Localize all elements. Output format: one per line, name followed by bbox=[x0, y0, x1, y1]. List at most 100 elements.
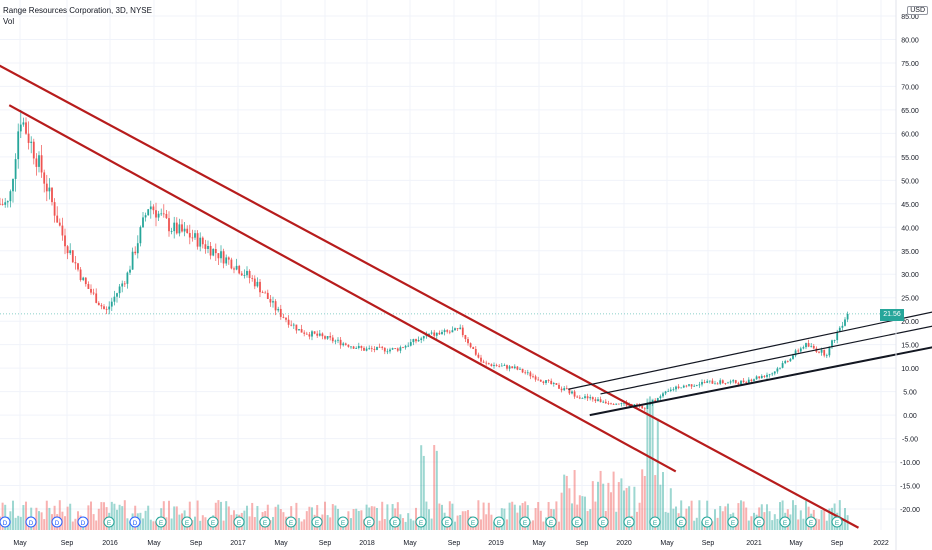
currency-badge[interactable]: USD bbox=[907, 6, 928, 15]
dividend-marker[interactable]: D bbox=[0, 516, 11, 528]
candle-body bbox=[550, 380, 553, 385]
earnings-marker[interactable]: E bbox=[571, 516, 583, 528]
volume-bar bbox=[539, 510, 542, 530]
earnings-marker[interactable]: E bbox=[727, 516, 739, 528]
last-price-tag: 21.56 bbox=[880, 309, 904, 321]
volume-bar bbox=[461, 511, 464, 530]
volume-bar bbox=[61, 511, 64, 530]
candle-body bbox=[77, 263, 79, 270]
earnings-marker[interactable]: E bbox=[649, 516, 661, 528]
earnings-marker[interactable]: E bbox=[623, 516, 635, 528]
candle-body bbox=[724, 383, 727, 384]
earnings-marker[interactable]: E bbox=[493, 516, 505, 528]
candle-body bbox=[45, 183, 48, 192]
candle-body bbox=[196, 233, 199, 247]
volume-bar bbox=[58, 500, 61, 530]
volume-bar bbox=[594, 501, 597, 530]
candle-body bbox=[378, 346, 381, 348]
candle-body bbox=[0, 203, 1, 205]
candle-body bbox=[563, 388, 566, 391]
earnings-marker[interactable]: E bbox=[363, 516, 375, 528]
earnings-marker[interactable]: E bbox=[701, 516, 713, 528]
y-tick-label: 5.00 bbox=[903, 390, 917, 397]
volume-bar bbox=[204, 517, 207, 530]
volume-bar bbox=[188, 501, 191, 530]
earnings-marker[interactable]: E bbox=[545, 516, 557, 528]
candle-body bbox=[784, 361, 787, 364]
volume-bar bbox=[438, 503, 441, 530]
earnings-marker[interactable]: E bbox=[467, 516, 479, 528]
candle-body bbox=[654, 400, 657, 402]
earnings-marker[interactable]: E bbox=[519, 516, 531, 528]
candle-body bbox=[285, 317, 287, 320]
earnings-marker[interactable]: E bbox=[675, 516, 687, 528]
earnings-marker[interactable]: E bbox=[155, 516, 167, 528]
candle-body bbox=[207, 245, 209, 249]
candle-body bbox=[599, 399, 602, 403]
earnings-marker[interactable]: E bbox=[441, 516, 453, 528]
marker-label: E bbox=[367, 520, 372, 527]
earnings-marker[interactable]: E bbox=[805, 516, 817, 528]
trendline-lower[interactable] bbox=[8, 104, 677, 473]
earnings-marker[interactable]: E bbox=[389, 516, 401, 528]
candle-body bbox=[755, 376, 758, 380]
candle-body bbox=[152, 206, 155, 211]
earnings-marker[interactable]: E bbox=[753, 516, 765, 528]
candle-body bbox=[412, 339, 415, 343]
trendline-upper[interactable] bbox=[0, 54, 860, 529]
volume-bar bbox=[672, 508, 675, 530]
marker-label: E bbox=[653, 520, 658, 527]
earnings-marker[interactable]: E bbox=[259, 516, 271, 528]
candle-body bbox=[222, 251, 225, 264]
earnings-marker[interactable]: E bbox=[831, 516, 843, 528]
trendlines[interactable] bbox=[0, 54, 932, 529]
dividend-marker[interactable]: D bbox=[129, 516, 141, 528]
time-axis[interactable]: May Sep 2016 May Sep 2017 May Sep 2018 May Sep 2019… bbox=[13, 540, 889, 547]
candle-body bbox=[846, 313, 849, 320]
volume-bar bbox=[22, 504, 25, 530]
candle-body bbox=[464, 335, 467, 340]
earnings-marker[interactable]: E bbox=[311, 516, 323, 528]
x-tick-label: 2020 bbox=[616, 540, 632, 547]
channel-mid[interactable] bbox=[600, 325, 932, 395]
earnings-marker[interactable]: E bbox=[337, 516, 349, 528]
candle-body bbox=[147, 209, 150, 216]
earnings-marker[interactable]: E bbox=[415, 516, 427, 528]
volume-bar bbox=[825, 520, 828, 530]
candle-body bbox=[183, 228, 186, 232]
volume-bar bbox=[643, 476, 646, 530]
dividend-marker[interactable]: D bbox=[51, 516, 63, 528]
candle-body bbox=[511, 366, 514, 369]
volume-bar bbox=[625, 487, 628, 530]
channel-bottom[interactable] bbox=[589, 346, 932, 417]
earnings-marker[interactable]: E bbox=[181, 516, 193, 528]
symbol-title[interactable]: Range Resources Corporation, 3D, NYSE bbox=[3, 6, 152, 15]
marker-circle bbox=[0, 516, 11, 528]
candle-body bbox=[438, 332, 441, 335]
dividend-marker[interactable]: D bbox=[77, 516, 89, 528]
volume-bar bbox=[563, 474, 566, 530]
earnings-marker[interactable]: E bbox=[285, 516, 297, 528]
volume-bar bbox=[214, 502, 217, 530]
dividend-marker[interactable]: D bbox=[25, 516, 37, 528]
earnings-marker[interactable]: E bbox=[207, 516, 219, 528]
candle-body bbox=[25, 122, 27, 134]
volume-bar bbox=[667, 512, 670, 530]
channel-top[interactable] bbox=[568, 311, 932, 390]
earnings-marker[interactable]: E bbox=[233, 516, 245, 528]
volume-bar bbox=[175, 506, 178, 530]
candle-body bbox=[524, 372, 527, 374]
candle-body bbox=[823, 349, 826, 356]
price-axis[interactable]: 85.00 80.00 75.00 70.00 65.00 60.00 55.00 50.00… bbox=[895, 0, 920, 550]
marker-label: E bbox=[237, 520, 242, 527]
marker-circle bbox=[701, 516, 713, 528]
earnings-marker[interactable]: E bbox=[597, 516, 609, 528]
candle-body bbox=[693, 385, 696, 387]
earnings-marker[interactable]: E bbox=[103, 516, 115, 528]
marker-label: E bbox=[185, 520, 190, 527]
volume-bar bbox=[818, 519, 820, 530]
candle-body bbox=[542, 381, 545, 383]
earnings-marker[interactable]: E bbox=[779, 516, 791, 528]
